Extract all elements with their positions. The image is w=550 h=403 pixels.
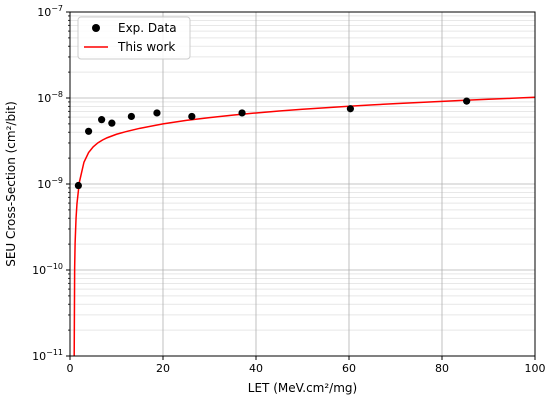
x-tick-label: 100 bbox=[525, 362, 546, 375]
x-axis-label: LET (MeV.cm²/mg) bbox=[248, 381, 357, 395]
data-point bbox=[74, 181, 82, 190]
y-axis-label: SEU Cross-Section (cm²/bit) bbox=[4, 101, 18, 267]
y-tick-label: 10−9 bbox=[37, 176, 63, 191]
data-point bbox=[463, 97, 471, 105]
points-layer bbox=[74, 97, 471, 190]
x-tick-label: 20 bbox=[156, 362, 170, 375]
y-axis-ticks: 10−11 10−10 10−9 10−8 10−7 bbox=[32, 4, 70, 363]
legend-box bbox=[77, 16, 191, 60]
data-point bbox=[85, 127, 93, 135]
data-point bbox=[346, 105, 354, 113]
data-point bbox=[127, 112, 135, 121]
data-point bbox=[188, 112, 196, 121]
x-tick-label: 0 bbox=[67, 362, 74, 375]
legend-label-this-work: This work bbox=[117, 40, 175, 54]
data-point bbox=[108, 119, 116, 127]
data-point bbox=[98, 116, 106, 124]
curve-this-work bbox=[73, 96, 535, 356]
y-tick-label: 10−10 bbox=[32, 262, 63, 277]
legend: Exp. Data This work bbox=[77, 16, 191, 60]
y-tick-label: 10−11 bbox=[32, 348, 63, 363]
x-tick-label: 60 bbox=[342, 362, 356, 375]
y-tick-label: 10−7 bbox=[37, 4, 63, 19]
x-axis-ticks: 0 20 40 60 80 100 bbox=[67, 356, 546, 375]
legend-label-exp-data: Exp. Data bbox=[118, 21, 177, 35]
x-tick-label: 40 bbox=[249, 362, 263, 375]
data-point bbox=[238, 109, 246, 117]
y-tick-label: 10−8 bbox=[37, 90, 63, 105]
legend-marker-exp-data bbox=[92, 24, 100, 32]
x-tick-label: 80 bbox=[435, 362, 449, 375]
curve-layer bbox=[73, 96, 535, 356]
data-point bbox=[153, 109, 161, 117]
